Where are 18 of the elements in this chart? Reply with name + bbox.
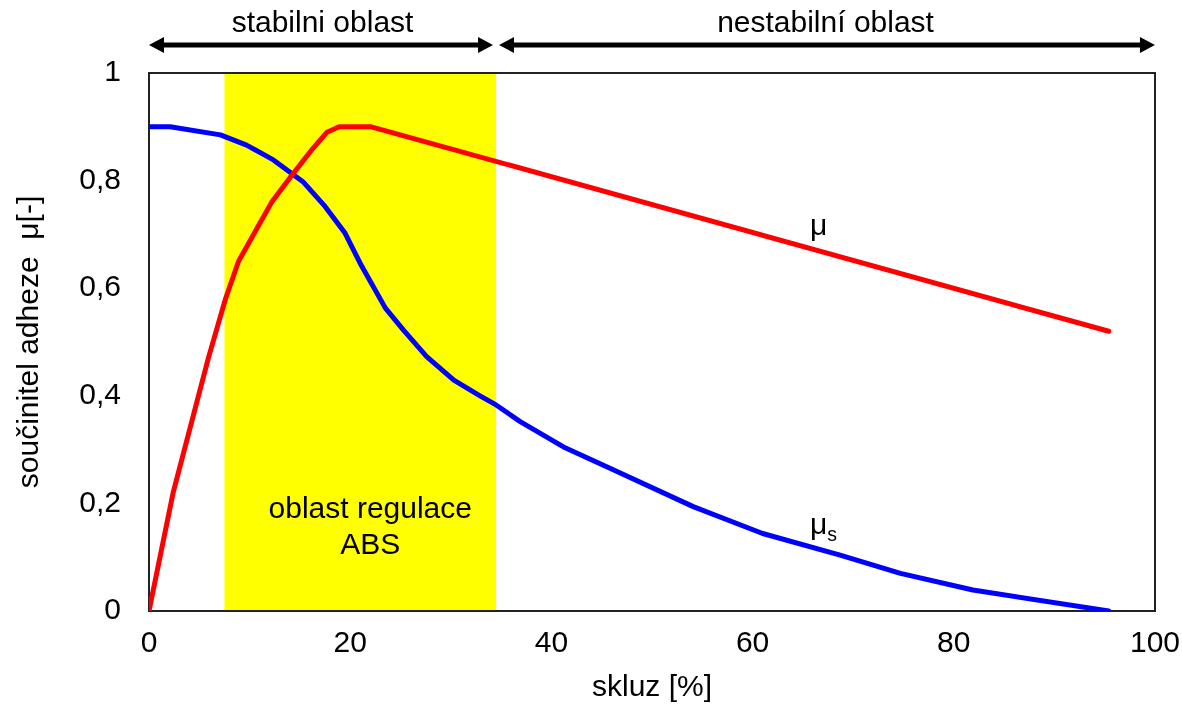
text: stabilni oblast bbox=[231, 5, 415, 38]
x-tick-label: 0 bbox=[140, 625, 158, 659]
y-tick-label: 0,8 bbox=[79, 161, 121, 195]
x-tick-label: 40 bbox=[534, 625, 569, 659]
y-tick-label: 0,2 bbox=[79, 484, 121, 518]
y-tick-label: 0,6 bbox=[79, 269, 121, 303]
series-label: μ bbox=[809, 208, 828, 242]
text: nestabilní oblast bbox=[717, 5, 935, 38]
band-label: oblast regulace ABS bbox=[268, 491, 472, 560]
y-tick-label: 1 bbox=[104, 54, 121, 88]
x-tick-label: 80 bbox=[937, 625, 971, 659]
y-tick-label: 0,4 bbox=[79, 377, 121, 411]
x-tick-label: 100 bbox=[1129, 625, 1181, 659]
x-tick-label: 20 bbox=[333, 625, 367, 659]
x-tick-label: 60 bbox=[735, 625, 770, 659]
y-axis-title: součinitel adheze μ[-] bbox=[11, 195, 45, 489]
y-tick-label: 0 bbox=[104, 592, 121, 626]
x-axis-title: skluz [%] bbox=[591, 669, 713, 703]
